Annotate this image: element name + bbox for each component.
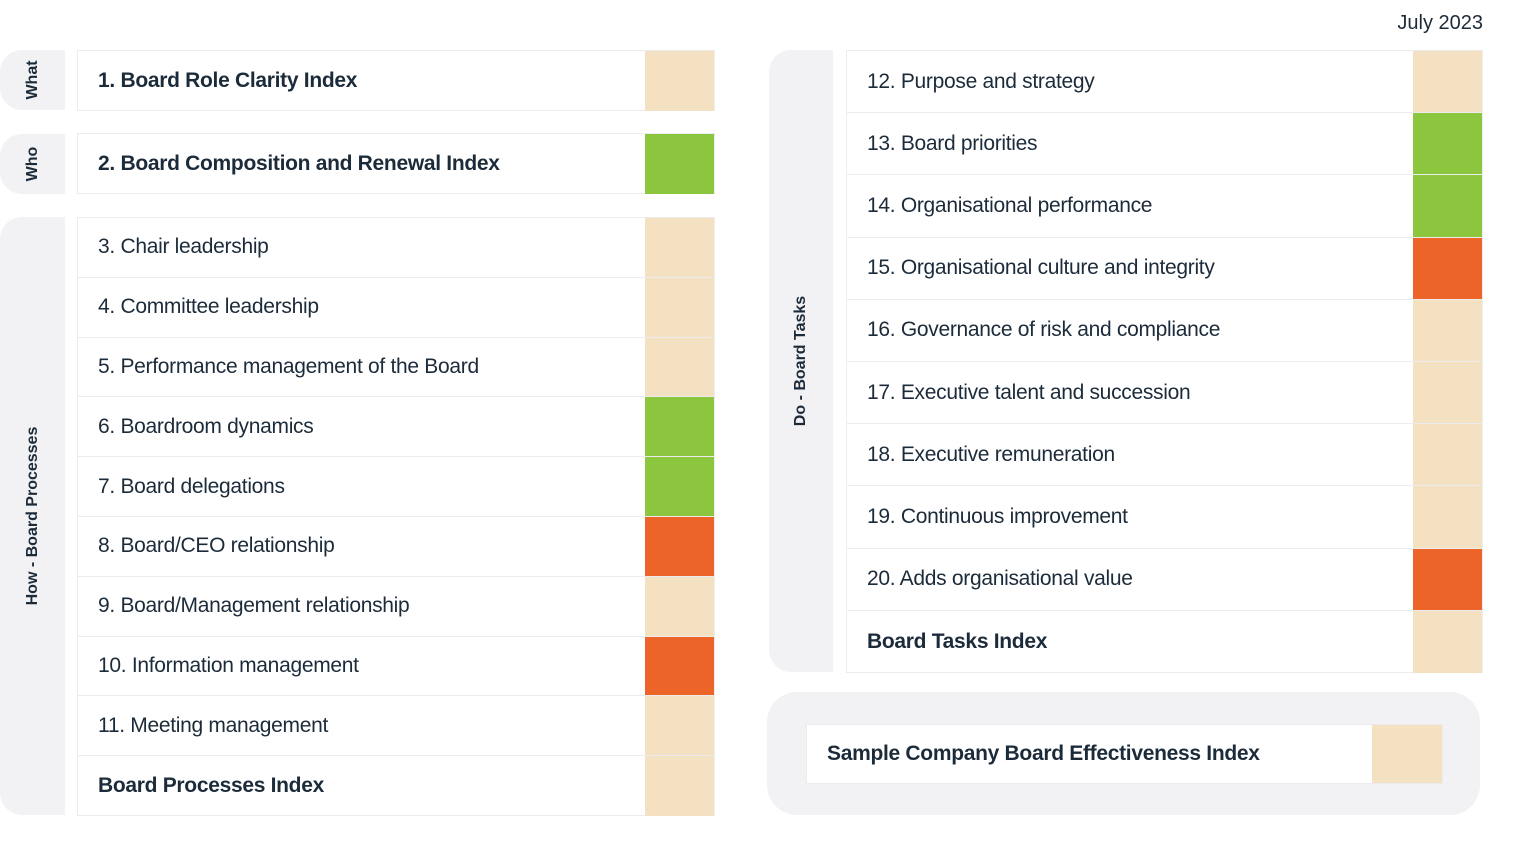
- index-row: 8. Board/CEO relationship: [78, 516, 714, 577]
- group-side-label: How - Board Processes: [0, 217, 65, 815]
- status-cell-green: [1413, 113, 1482, 175]
- status-cell-neutral: [1413, 299, 1482, 361]
- status-cell-neutral: [1413, 610, 1482, 673]
- index-label: 11. Meeting management: [98, 713, 328, 737]
- index-label: 9. Board/Management relationship: [98, 594, 410, 618]
- index-row: 19. Continuous improvement: [847, 486, 1482, 549]
- status-cell-neutral: [645, 51, 714, 111]
- status-cell-neutral: [1413, 424, 1482, 486]
- status-cell-orange: [645, 636, 714, 696]
- index-label: 10. Information management: [98, 653, 359, 677]
- status-cell-neutral: [645, 696, 714, 756]
- index-row: 16. Governance of risk and compliance: [847, 299, 1482, 362]
- status-cell-neutral: [1413, 486, 1482, 548]
- overall-status-cell: [1372, 725, 1442, 783]
- status-cell-neutral: [645, 576, 714, 636]
- group-side-label: What: [0, 50, 65, 110]
- index-label: 7. Board delegations: [98, 474, 285, 498]
- index-label: 13. Board priorities: [867, 131, 1038, 155]
- overall-index-row: Sample Company Board Effectiveness Index: [806, 724, 1443, 784]
- status-cell-orange: [1413, 548, 1482, 610]
- group-side-text: Who: [23, 146, 41, 182]
- index-label: 17. Executive talent and succession: [867, 380, 1191, 404]
- index-row: Board Processes Index: [78, 756, 714, 816]
- index-label: 6. Boardroom dynamics: [98, 414, 314, 438]
- index-row: 18. Executive remuneration: [847, 424, 1482, 487]
- status-cell-green: [645, 134, 714, 194]
- index-row: 14. Organisational performance: [847, 175, 1482, 238]
- status-cell-green: [1413, 175, 1482, 237]
- index-row: 6. Boardroom dynamics: [78, 397, 714, 458]
- index-row: Board Tasks Index: [847, 610, 1482, 673]
- index-label: 16. Governance of risk and compliance: [867, 318, 1221, 342]
- index-label: Board Tasks Index: [867, 629, 1048, 653]
- index-row: 9. Board/Management relationship: [78, 576, 714, 637]
- index-label: 4. Committee leadership: [98, 295, 319, 319]
- index-label: 5. Performance management of the Board: [98, 354, 479, 378]
- index-label: 8. Board/CEO relationship: [98, 534, 335, 558]
- group-side-text: How - Board Processes: [23, 426, 41, 606]
- group-rows: 3. Chair leadership 4. Committee leadersh…: [77, 217, 715, 816]
- status-cell-neutral: [1413, 51, 1482, 113]
- group-rows: 12. Purpose and strategy 13. Board priori…: [846, 50, 1483, 673]
- index-row: 20. Adds organisational value: [847, 548, 1482, 611]
- index-row: 4. Committee leadership: [78, 277, 714, 338]
- index-label: 19. Continuous improvement: [867, 504, 1128, 528]
- index-row: 7. Board delegations: [78, 457, 714, 517]
- group-side-text: Do - Board Tasks: [792, 295, 809, 427]
- index-row: 17. Executive talent and succession: [847, 361, 1482, 425]
- group-rows: 2. Board Composition and Renewal Index: [77, 133, 715, 194]
- index-row: 11. Meeting management: [78, 696, 714, 757]
- status-cell-neutral: [1413, 361, 1482, 424]
- index-row: 1. Board Role Clarity Index: [78, 51, 714, 111]
- index-label: Board Processes Index: [98, 774, 324, 798]
- index-row: 3. Chair leadership: [78, 218, 714, 278]
- overall-index-label: Sample Company Board Effectiveness Index: [827, 742, 1260, 765]
- group-side-label: Do - Board Tasks: [769, 50, 833, 672]
- index-label: 3. Chair leadership: [98, 235, 269, 259]
- group-rows: 1. Board Role Clarity Index: [77, 50, 715, 111]
- status-cell-neutral: [645, 277, 714, 337]
- status-cell-orange: [645, 516, 714, 576]
- index-label: 2. Board Composition and Renewal Index: [98, 152, 500, 175]
- index-row: 10. Information management: [78, 636, 714, 697]
- overall-index-box: Sample Company Board Effectiveness Index: [767, 692, 1480, 815]
- index-row: 12. Purpose and strategy: [847, 51, 1482, 114]
- status-cell-neutral: [645, 218, 714, 277]
- status-cell-neutral: [645, 337, 714, 397]
- index-label: 20. Adds organisational value: [867, 567, 1133, 591]
- status-cell-neutral: [645, 756, 714, 816]
- index-row: 2. Board Composition and Renewal Index: [78, 134, 714, 194]
- index-row: 13. Board priorities: [847, 113, 1482, 176]
- index-label: 12. Purpose and strategy: [867, 69, 1095, 93]
- index-label: 1. Board Role Clarity Index: [98, 69, 358, 92]
- index-label: 15. Organisational culture and integrity: [867, 256, 1215, 280]
- status-cell-green: [645, 397, 714, 457]
- index-label: 18. Executive remuneration: [867, 442, 1115, 466]
- status-cell-green: [645, 457, 714, 516]
- status-cell-orange: [1413, 237, 1482, 299]
- index-row: 5. Performance management of the Board: [78, 337, 714, 398]
- index-label: 14. Organisational performance: [867, 193, 1153, 217]
- group-side-label: Who: [0, 134, 65, 194]
- report-date: July 2023: [1397, 12, 1483, 34]
- index-row: 15. Organisational culture and integrity: [847, 237, 1482, 300]
- group-side-text: What: [23, 60, 41, 100]
